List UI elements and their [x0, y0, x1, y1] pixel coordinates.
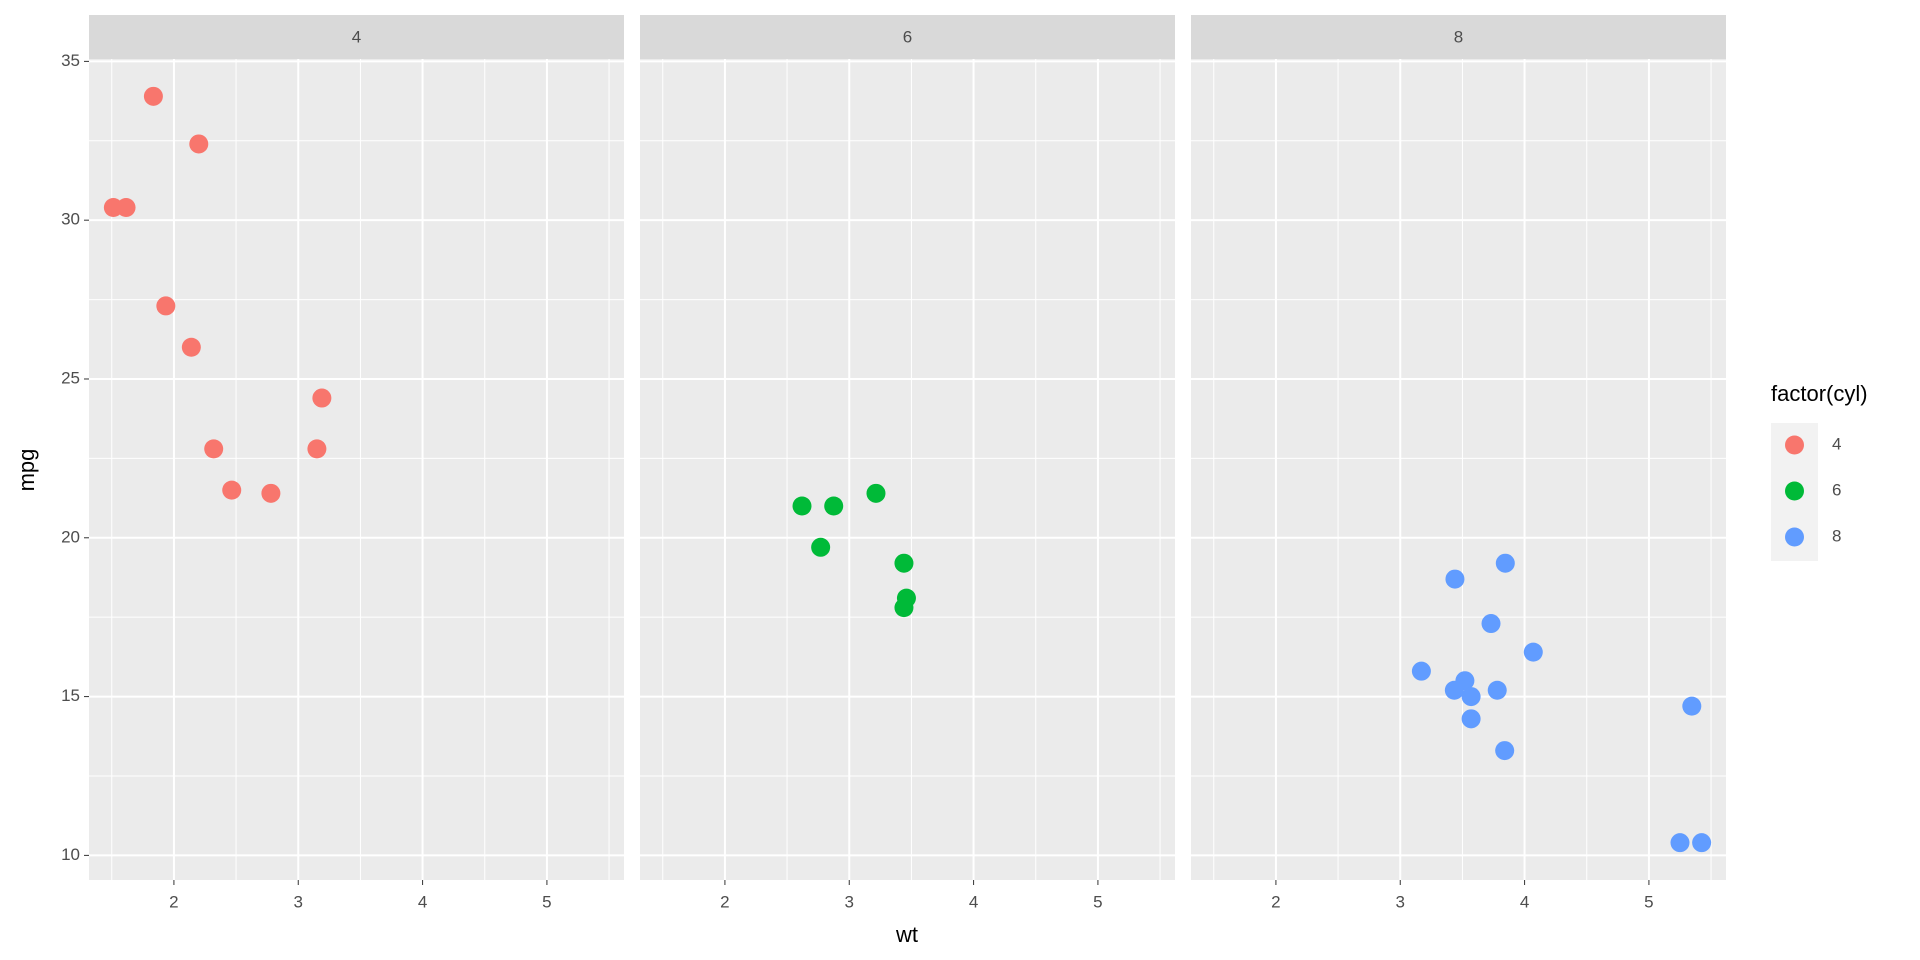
- x-tick-label: 3: [845, 892, 854, 911]
- point: [1444, 680, 1464, 700]
- legend-label: 4: [1832, 434, 1841, 453]
- legend-label: 8: [1832, 526, 1841, 545]
- point: [824, 496, 844, 516]
- point: [222, 480, 242, 500]
- point: [1411, 661, 1431, 681]
- point: [189, 134, 209, 154]
- point: [1495, 741, 1515, 761]
- panel: [640, 59, 1175, 880]
- point: [261, 483, 281, 503]
- x-tick-label: 5: [542, 892, 551, 911]
- point: [1523, 642, 1543, 662]
- y-tick-label: 15: [61, 686, 80, 705]
- point: [204, 439, 224, 459]
- x-axis-label: wt: [895, 922, 918, 947]
- y-tick-label: 20: [61, 527, 80, 546]
- x-tick-label: 2: [1271, 892, 1280, 911]
- point: [1481, 614, 1501, 634]
- strip-label: 6: [903, 27, 912, 46]
- strip: [640, 15, 1175, 59]
- x-tick-label: 5: [1093, 892, 1102, 911]
- point: [181, 337, 201, 357]
- x-tick-label: 4: [1520, 892, 1529, 911]
- point: [143, 86, 163, 106]
- y-axis-label: mpg: [14, 449, 39, 492]
- strip: [1191, 15, 1726, 59]
- point: [1495, 553, 1515, 573]
- legend-key: [1785, 527, 1804, 547]
- point: [312, 388, 332, 408]
- x-tick-label: 4: [969, 892, 978, 911]
- y-tick-label: 10: [61, 845, 80, 864]
- x-tick-label: 2: [169, 892, 178, 911]
- legend-key: [1785, 435, 1804, 455]
- legend-title: factor(cyl): [1771, 381, 1868, 406]
- x-tick-label: 5: [1644, 892, 1653, 911]
- point: [156, 296, 176, 316]
- point: [1670, 833, 1690, 853]
- point: [792, 496, 812, 516]
- point: [307, 439, 327, 459]
- x-tick-label: 4: [418, 892, 427, 911]
- point: [1692, 833, 1712, 853]
- point: [866, 483, 886, 503]
- y-tick-label: 35: [61, 51, 80, 70]
- x-tick-label: 3: [294, 892, 303, 911]
- y-tick-label: 30: [61, 210, 80, 229]
- point: [1461, 709, 1481, 729]
- x-tick-label: 2: [720, 892, 729, 911]
- strip-label: 4: [352, 27, 361, 46]
- point: [1682, 696, 1702, 716]
- strip-label: 8: [1454, 27, 1463, 46]
- point: [1487, 680, 1507, 700]
- panel: [1191, 59, 1726, 880]
- point: [103, 197, 123, 217]
- point: [811, 537, 831, 557]
- x-tick-label: 3: [1396, 892, 1405, 911]
- point: [894, 598, 914, 618]
- point: [1445, 569, 1465, 589]
- legend-label: 6: [1832, 480, 1841, 499]
- point: [894, 553, 914, 573]
- point: [1461, 687, 1481, 707]
- legend-key: [1785, 481, 1804, 501]
- panel: [89, 59, 624, 880]
- y-tick-label: 25: [61, 368, 80, 387]
- strip: [89, 15, 624, 59]
